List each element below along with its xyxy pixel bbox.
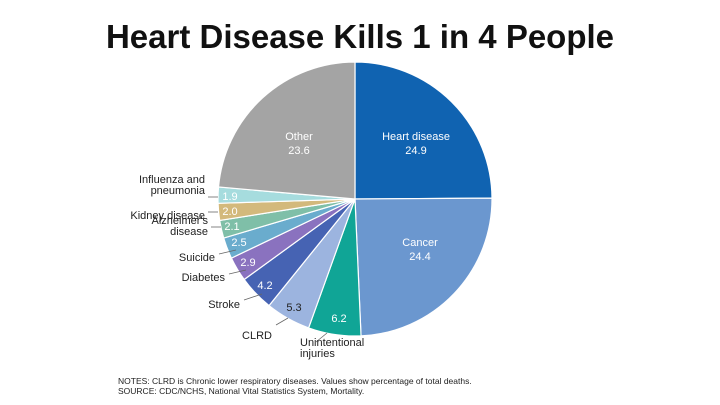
callout-label-clrd: CLRD [242,330,272,342]
value-label-kidney-disease: 2.0 [222,206,237,218]
slice-label-other: Other [285,131,313,143]
callout-label-influenza-and-pneumonia: Influenza and pneumonia [139,174,206,197]
value-label-suicide: 2.5 [231,237,246,249]
callout-label-kidney-disease: Kidney disease [130,210,205,222]
pie-slice-other [217,61,356,200]
value-label-stroke: 4.2 [257,280,272,292]
value-label-unintentional-injuries: 6.2 [331,313,346,325]
value-label-diabetes: 2.9 [240,257,255,269]
slice-label-cancer: Cancer [402,237,438,249]
leader-line-suicide [218,249,237,255]
chart-notes: NOTES: CLRD is Chronic lower respiratory… [118,376,472,396]
slice-label-heart-disease: Heart disease [382,131,450,143]
callout-label-stroke: Stroke [208,299,240,311]
leader-line-diabetes [228,269,247,275]
source-line: SOURCE: CDC/NCHS, National Vital Statist… [118,386,365,396]
value-label-influenza-and-pneumonia: 1.9 [222,191,237,203]
callout-label-unintentional-injuries: Unintentional injuries [300,337,364,360]
value-label-heart-disease: 24.9 [405,145,426,157]
value-label-alzheimer-s-disease: 2.1 [224,221,239,233]
leader-line-unintentional-injuries [315,332,328,343]
pie-slice-heart-disease [354,61,493,200]
pie-slice-cancer [354,197,493,337]
page-title: Heart Disease Kills 1 in 4 People [105,18,615,55]
value-label-cancer: 24.4 [409,251,430,263]
callout-label-suicide: Suicide [179,252,215,264]
value-label-clrd: 5.3 [286,302,301,314]
leader-line-clrd [275,317,289,326]
value-label-other: 23.6 [288,145,309,157]
callout-label-diabetes: Diabetes [182,272,226,284]
notes-line: NOTES: CLRD is Chronic lower respiratory… [118,376,472,386]
callout-label-alzheimer-s-disease: Alzheimer's disease [151,215,208,238]
leader-line-stroke [243,293,263,301]
